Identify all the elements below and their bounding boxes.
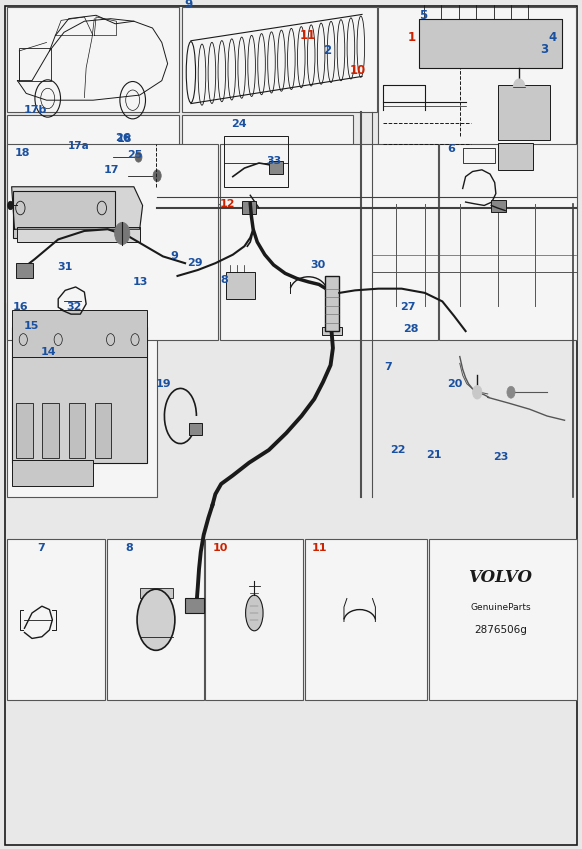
Text: 17a: 17a	[68, 141, 90, 151]
Text: 30: 30	[310, 260, 325, 270]
Text: 12: 12	[220, 199, 236, 209]
Text: 23: 23	[494, 452, 509, 462]
Bar	[7, 115, 179, 239]
Text: 9: 9	[184, 0, 192, 11]
Circle shape	[153, 170, 161, 182]
Text: 27: 27	[400, 302, 416, 312]
Circle shape	[115, 222, 130, 245]
Bar	[7, 144, 218, 340]
Bar	[305, 539, 427, 700]
Text: 14: 14	[41, 347, 56, 357]
Bar	[439, 144, 577, 340]
Text: 2876506g: 2876506g	[474, 625, 527, 635]
Bar	[491, 200, 506, 212]
Text: 7: 7	[384, 362, 392, 372]
Text: 28: 28	[403, 324, 418, 335]
Text: 21: 21	[426, 450, 442, 460]
Polygon shape	[12, 187, 143, 229]
Text: 18: 18	[116, 134, 132, 144]
Text: 17: 17	[104, 165, 119, 175]
Text: 15: 15	[23, 321, 38, 331]
Bar	[7, 7, 179, 112]
Text: 18: 18	[15, 148, 30, 158]
Text: 24: 24	[231, 119, 247, 129]
Bar	[42, 403, 59, 458]
Bar	[69, 403, 85, 458]
Bar	[12, 327, 147, 463]
Bar	[107, 539, 204, 700]
Text: 8: 8	[125, 543, 133, 554]
Text: 26: 26	[115, 132, 130, 143]
Text: 33: 33	[267, 156, 282, 166]
Bar	[185, 598, 204, 613]
Text: 13: 13	[133, 277, 148, 287]
Text: 22: 22	[390, 445, 406, 455]
Text: 10: 10	[213, 543, 228, 554]
Bar	[17, 227, 140, 242]
Bar	[95, 403, 111, 458]
Bar	[226, 272, 255, 299]
Bar	[19, 48, 51, 81]
Text: 16: 16	[13, 302, 29, 312]
Circle shape	[507, 386, 515, 398]
Bar	[378, 7, 576, 178]
Text: 20: 20	[447, 379, 462, 389]
Text: 10: 10	[350, 64, 366, 77]
Bar	[220, 144, 438, 340]
Text: 6: 6	[447, 144, 455, 155]
Bar	[140, 588, 173, 598]
Text: 32: 32	[66, 302, 81, 312]
Bar	[419, 19, 562, 68]
Text: 9: 9	[170, 251, 178, 261]
Bar	[16, 263, 33, 278]
Bar	[12, 310, 147, 357]
Text: 4: 4	[549, 31, 557, 44]
Text: 25: 25	[127, 149, 142, 160]
Bar	[325, 276, 339, 331]
Bar	[498, 85, 550, 140]
Text: 8: 8	[220, 275, 228, 285]
Bar	[189, 423, 202, 435]
Bar	[12, 460, 93, 486]
Text: 19: 19	[156, 379, 172, 389]
Bar	[182, 115, 353, 204]
Bar	[429, 539, 577, 700]
Circle shape	[135, 152, 142, 162]
Bar	[498, 143, 533, 170]
Bar	[13, 191, 115, 238]
Circle shape	[473, 385, 482, 399]
Text: 17b: 17b	[23, 105, 47, 115]
Bar	[7, 303, 157, 497]
Text: 2: 2	[323, 44, 331, 58]
Text: 5: 5	[419, 8, 427, 22]
Circle shape	[8, 201, 13, 210]
Bar	[205, 539, 303, 700]
Text: GenuineParts: GenuineParts	[470, 603, 531, 611]
Text: 11: 11	[312, 543, 328, 554]
Text: 11: 11	[300, 29, 316, 42]
Text: 3: 3	[540, 42, 548, 56]
Ellipse shape	[137, 589, 175, 650]
Text: 31: 31	[57, 262, 72, 273]
Ellipse shape	[246, 595, 263, 631]
Bar	[7, 539, 105, 700]
Bar	[224, 136, 288, 187]
Bar	[463, 148, 495, 163]
Text: VOLVO: VOLVO	[469, 569, 533, 586]
Text: 1: 1	[407, 31, 416, 44]
Bar	[322, 327, 342, 335]
Bar	[182, 7, 377, 112]
Text: 7: 7	[37, 543, 45, 554]
Circle shape	[513, 79, 525, 96]
Bar	[269, 161, 283, 174]
Ellipse shape	[186, 42, 196, 103]
Text: 29: 29	[187, 258, 203, 268]
Bar	[16, 403, 33, 458]
Bar	[242, 201, 256, 214]
